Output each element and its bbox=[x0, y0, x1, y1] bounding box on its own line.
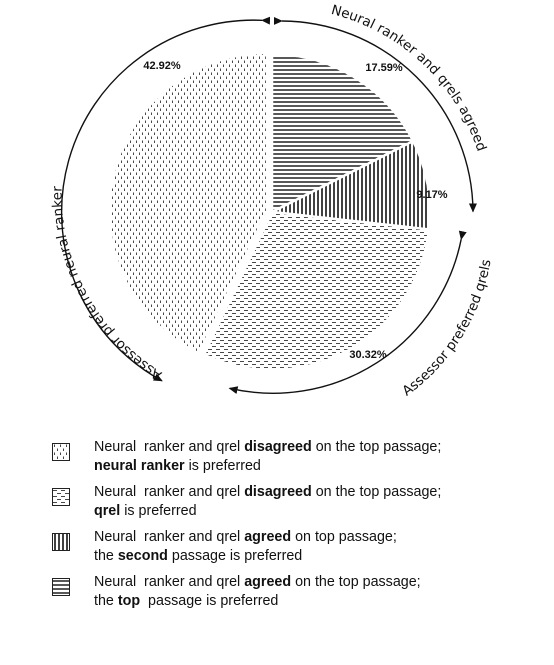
annotation-arc-arrow bbox=[60, 16, 271, 382]
legend-swatch-dashes bbox=[52, 488, 70, 506]
legend-label-line: the second passage is preferred bbox=[94, 548, 303, 564]
legend-label-line: qrel is preferred bbox=[94, 503, 197, 519]
legend-label-line: Neural ranker and qrel agreed on top pas… bbox=[94, 529, 397, 545]
slice-value-label: 17.59% bbox=[365, 62, 403, 74]
legend-label: Neural ranker and qrel agreed on top pas… bbox=[94, 528, 397, 566]
legend-label: Neural ranker and qrel agreed on the top… bbox=[94, 573, 421, 611]
legend-item: Neural ranker and qrel agreed on the top… bbox=[52, 573, 522, 611]
pie-chart: 17.59%9.17%30.32%42.92% Neural ranker an… bbox=[50, 2, 495, 399]
legend-label: Neural ranker and qrel disagreed on the … bbox=[94, 483, 441, 521]
legend: Neural ranker and qrel disagreed on the … bbox=[52, 438, 522, 618]
legend-swatch-dots bbox=[52, 443, 70, 461]
slice-value-label: 42.92% bbox=[143, 60, 181, 72]
legend-item: Neural ranker and qrel disagreed on the … bbox=[52, 438, 522, 476]
annotation-arc-arrow bbox=[228, 230, 467, 394]
legend-label-line: neural ranker is preferred bbox=[94, 458, 261, 474]
legend-swatch-vertical bbox=[52, 533, 70, 551]
legend-label-line: the top passage is preferred bbox=[94, 593, 279, 609]
legend-label-line: Neural ranker and qrel agreed on the top… bbox=[94, 574, 421, 590]
legend-item: Neural ranker and qrel agreed on top pas… bbox=[52, 528, 522, 566]
legend-item: Neural ranker and qrel disagreed on the … bbox=[52, 483, 522, 521]
slice-value-label: 9.17% bbox=[416, 189, 447, 201]
legend-label-line: Neural ranker and qrel disagreed on the … bbox=[94, 439, 442, 455]
legend-swatch-horizontal bbox=[52, 578, 70, 596]
legend-label-line: Neural ranker and qrel disagreed on the … bbox=[94, 484, 442, 500]
legend-label: Neural ranker and qrel disagreed on the … bbox=[94, 438, 441, 476]
annotation-arc-arrow bbox=[273, 16, 477, 213]
